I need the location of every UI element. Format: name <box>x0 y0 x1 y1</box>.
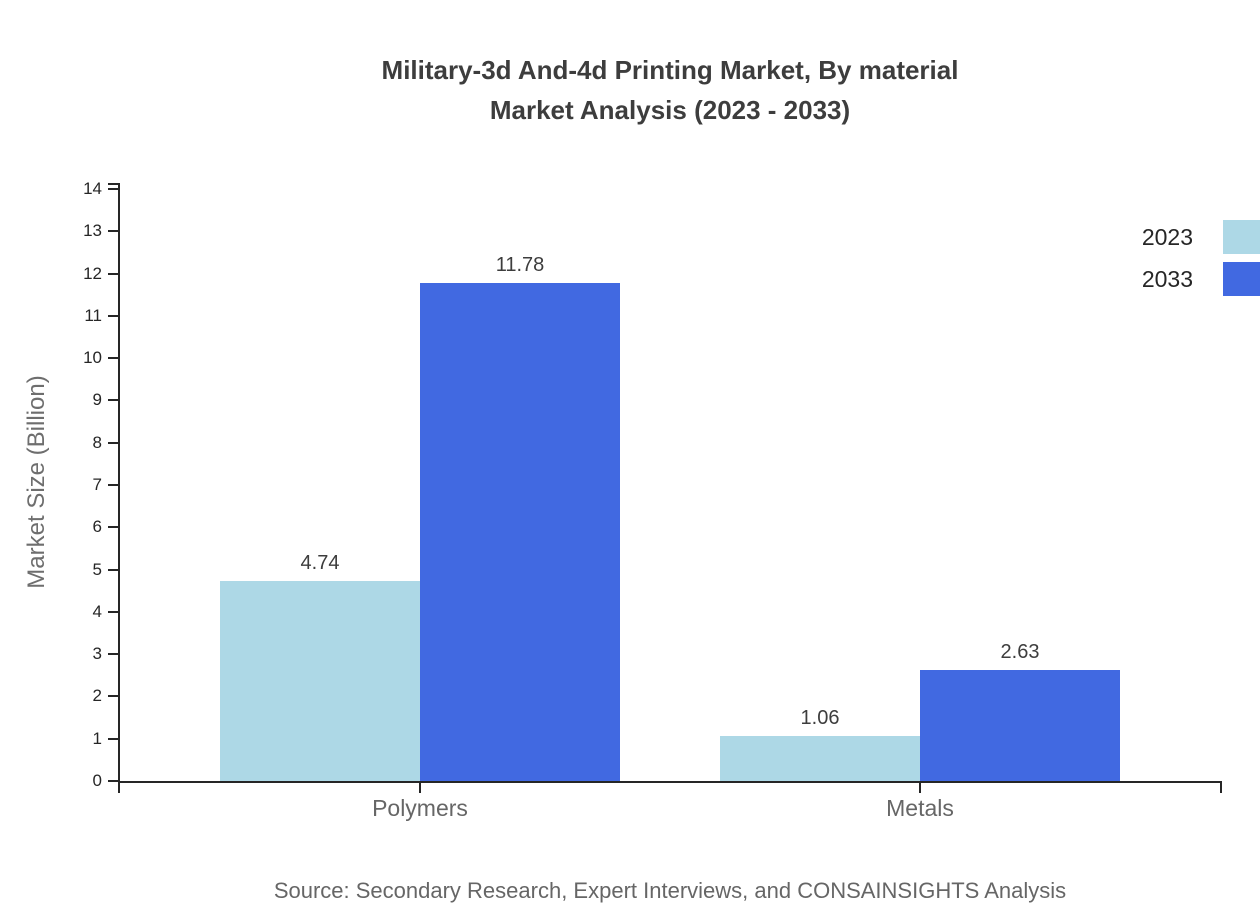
y-tick-label: 10 <box>83 348 102 368</box>
y-tick <box>108 230 120 233</box>
chart-title-line1: Military-3d And-4d Printing Market, By m… <box>381 55 959 85</box>
y-tick-label: 1 <box>92 728 102 748</box>
x-tick <box>919 781 921 793</box>
y-tick-label: 9 <box>92 390 102 410</box>
y-tick <box>108 780 120 782</box>
y-tick-label: 12 <box>83 263 102 283</box>
source-note: Source: Secondary Research, Expert Inter… <box>273 878 1067 903</box>
y-tick-label: 7 <box>92 475 102 494</box>
x-axis-endcap-tick <box>1220 781 1222 793</box>
legend-item-2023: 2023 <box>1142 220 1260 254</box>
y-tick <box>108 610 120 613</box>
y-tick-label: 13 <box>83 221 102 241</box>
legend-label-2023: 2023 <box>1141 223 1193 250</box>
bar-value-label: 1.06 <box>800 707 840 730</box>
bar-value-label: 2.63 <box>1000 640 1040 663</box>
y-axis-endcap-tick <box>108 183 120 185</box>
y-tick-label: 0 <box>92 771 102 790</box>
bar-2033-metals <box>920 669 1120 781</box>
y-tick <box>108 653 120 656</box>
y-tick <box>108 441 120 444</box>
bar-2023-polymers <box>220 580 420 781</box>
bar-value-label: 4.74 <box>300 551 340 574</box>
legend-swatch-2033 <box>1223 262 1260 296</box>
y-tick <box>108 314 120 317</box>
y-tick-label: 5 <box>92 559 102 579</box>
y-tick-label: 3 <box>92 644 102 664</box>
y-tick-label: 4 <box>92 601 102 621</box>
legend: 2023 2033 <box>1142 220 1260 304</box>
bar-2023-metals <box>720 736 920 781</box>
category-label-polymers: Polymers <box>372 795 468 821</box>
x-tick <box>419 781 421 793</box>
y-tick-label: 6 <box>92 517 102 537</box>
x-axis-endcap-tick <box>118 781 120 793</box>
legend-item-2033: 2033 <box>1142 262 1260 296</box>
y-tick-label: 2 <box>92 686 102 706</box>
y-tick <box>108 568 120 571</box>
y-tick-label: 8 <box>92 432 102 452</box>
y-tick <box>108 188 120 190</box>
y-tick <box>108 484 120 486</box>
chart-title: Military-3d And-4d Printing Market, By m… <box>120 50 1220 130</box>
legend-swatch-2023 <box>1223 220 1260 254</box>
y-tick-label: 14 <box>83 179 102 198</box>
chart-title-line2: Market Analysis (2023 - 2033) <box>489 95 851 125</box>
y-tick <box>108 737 120 740</box>
bar-value-label: 11.78 <box>495 253 545 276</box>
y-tick <box>108 272 120 275</box>
y-axis-line <box>118 183 120 783</box>
y-tick <box>108 526 120 529</box>
y-tick <box>108 695 120 698</box>
bar-2033-polymers <box>420 282 620 781</box>
y-tick-label: 11 <box>84 305 102 325</box>
y-tick <box>108 357 120 360</box>
x-axis-line <box>118 781 1222 783</box>
category-label-metals: Metals <box>886 795 954 821</box>
y-tick <box>108 399 120 402</box>
legend-label-2033: 2033 <box>1141 265 1193 292</box>
